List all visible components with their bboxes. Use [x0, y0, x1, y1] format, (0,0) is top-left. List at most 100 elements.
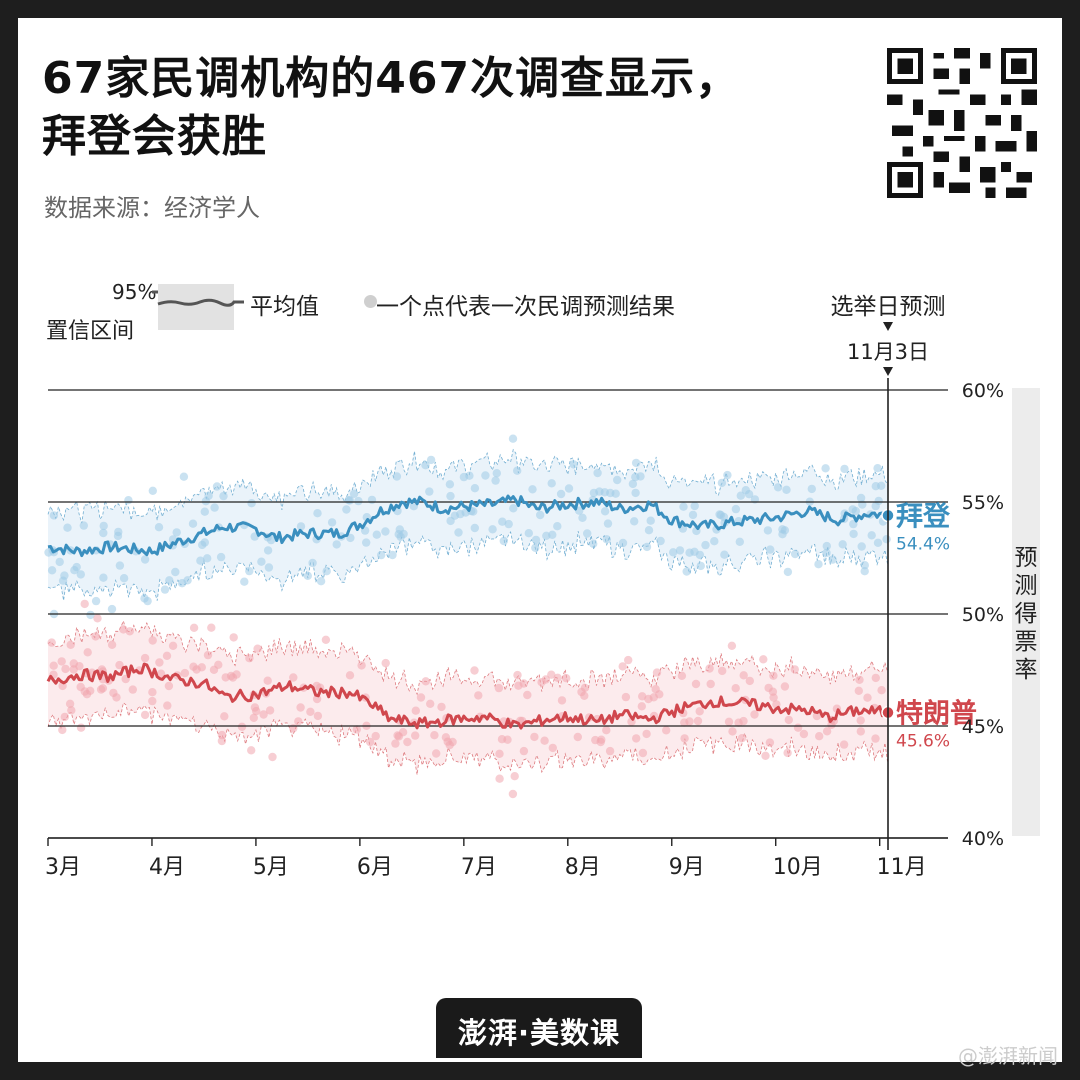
x-tick-label: 3月 [45, 855, 81, 880]
poll-dot [766, 545, 775, 554]
poll-dot [822, 548, 831, 558]
x-tick-label: 6月 [357, 855, 393, 880]
poll-dot [871, 673, 880, 683]
poll-dot [57, 657, 66, 666]
poll-dot [731, 684, 740, 693]
poll-dot [445, 480, 455, 489]
poll-dot [388, 550, 397, 560]
poll-dot [548, 530, 557, 539]
poll-dot [717, 478, 727, 488]
poll-dot [679, 502, 688, 511]
poll-dot [882, 535, 891, 544]
legend-avg-line [152, 290, 244, 307]
poll-dot [107, 640, 117, 649]
poll-dot [107, 604, 117, 614]
poll-dot [140, 653, 150, 663]
poll-dot [822, 541, 831, 551]
poll-dot [362, 538, 371, 547]
poll-dot [148, 636, 157, 645]
poll-dot [217, 730, 227, 740]
x-tick-label: 11月 [877, 855, 927, 880]
poll-dot [696, 561, 705, 571]
poll-dot [112, 693, 121, 702]
poll-dot [724, 717, 734, 726]
poll-dot [631, 458, 641, 468]
poll-dot [354, 496, 363, 506]
poll-dot [148, 486, 157, 495]
poll-dot [621, 692, 631, 702]
brand-logo: 澎湃·美数课 [436, 998, 642, 1058]
poll-dot [349, 489, 359, 498]
poll-dot [780, 682, 790, 691]
poll-dot [86, 610, 95, 620]
poll-dot [371, 731, 380, 741]
x-tick-label: 4月 [149, 855, 185, 880]
legend-dot-label: 一个点代表一次民调预测结果 [376, 294, 675, 320]
poll-dot [821, 464, 830, 473]
poll-dot [61, 664, 70, 674]
x-tick-label: 9月 [669, 855, 705, 880]
poll-dot [210, 503, 219, 512]
poll-dot [76, 682, 85, 692]
poll-dot [793, 723, 803, 732]
legend-ci-label: 置信区间 [46, 319, 135, 344]
poll-dot [212, 482, 222, 491]
poll-dot [510, 772, 519, 781]
poll-dot [411, 731, 420, 740]
poll-dot [125, 627, 134, 636]
poll-dot [814, 560, 823, 569]
poll-dot [98, 684, 108, 693]
poll-dot [873, 464, 882, 473]
poll-dot [860, 561, 869, 570]
poll-dot [682, 567, 691, 576]
poll-dot [79, 521, 89, 530]
poll-dot [201, 497, 211, 506]
poll-dot [784, 715, 793, 725]
poll-dot [214, 660, 223, 669]
poll-dot [597, 735, 606, 744]
poll-dot [411, 706, 420, 715]
poll-dot [513, 466, 522, 475]
poll-dot [264, 563, 274, 572]
poll-dot [322, 567, 331, 576]
poll-dot [200, 538, 209, 547]
poll-dot [454, 528, 463, 537]
poll-dot [76, 723, 86, 732]
poll-dot [115, 660, 124, 670]
y-axis-label-char: 率 [1015, 657, 1038, 683]
poll-dot [583, 529, 592, 538]
data-source: 数据来源：经济学人 [44, 194, 260, 222]
poll-dot [655, 690, 664, 699]
poll-dot [66, 640, 75, 649]
poll-dot [504, 519, 513, 529]
title-line-2: 拜登会获胜 [42, 111, 267, 162]
poll-dot [163, 701, 172, 710]
poll-dot [398, 728, 408, 737]
poll-dot [631, 472, 640, 482]
poll-dot [593, 468, 602, 478]
poll-dot [481, 471, 490, 480]
poll-dot [637, 702, 646, 711]
poll-dot [76, 570, 86, 579]
poll-dot [140, 594, 149, 603]
poll-dot [365, 737, 375, 747]
poll-dot [470, 523, 479, 533]
x-tick-label: 5月 [253, 855, 289, 880]
grid-lines [48, 389, 948, 839]
poll-dot [308, 558, 317, 568]
poll-dot [321, 635, 331, 644]
poll-dot [812, 711, 822, 721]
poll-dot [736, 491, 745, 500]
poll-dot [69, 665, 78, 674]
poll-dot [839, 740, 849, 749]
poll-dot [445, 740, 454, 750]
poll-dot [783, 748, 792, 758]
poll-dot [67, 706, 76, 715]
poll-dot [848, 505, 857, 514]
poll-dot [838, 540, 847, 549]
poll-dot [750, 710, 759, 719]
poll-dot [854, 686, 863, 695]
poll-dot [99, 521, 108, 531]
